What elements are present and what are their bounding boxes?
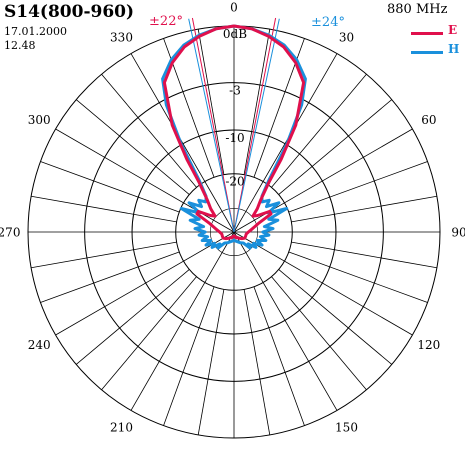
measurement-date: 17.01.2000 (4, 25, 67, 38)
series-h-curve (161, 24, 307, 250)
grid-spoke-220 (101, 276, 197, 391)
beamwidth-line-e-1 (233, 17, 277, 233)
angle-label-0: 0 (230, 1, 238, 15)
angle-label-240: 240 (28, 338, 51, 352)
grid-spoke-100 (291, 241, 437, 269)
beamwidth-line-h-1 (233, 18, 280, 233)
grid-spoke-240 (55, 231, 235, 336)
grid-spoke-190 (197, 289, 225, 435)
grid-spoke-10 (243, 29, 271, 175)
grid-spoke-320 (101, 73, 197, 188)
grid-spoke-260 (31, 241, 177, 269)
beamwidth-label-e: ±22° (149, 14, 183, 29)
legend-label-h: H (448, 42, 460, 56)
angle-label-90: 90 (451, 226, 465, 240)
grid-spoke-330 (130, 53, 235, 233)
radial-label-3: -20 (225, 175, 244, 189)
measurement-time: 12.48 (4, 39, 36, 52)
beamwidth-line-h-0 (188, 18, 235, 233)
beamwidth-label-h: ±24° (311, 15, 345, 30)
grid-spoke-170 (243, 289, 271, 435)
grid-spoke-310 (75, 99, 190, 195)
grid-spoke-150 (233, 231, 338, 411)
grid-spoke-160 (253, 286, 305, 426)
frequency-label: 880 MHz (387, 2, 448, 17)
grid-spoke-80 (291, 195, 437, 223)
grid-spoke-140 (271, 276, 367, 391)
angle-label-270: 270 (0, 226, 20, 240)
grid-spoke-30 (233, 53, 338, 233)
angle-label-120: 120 (417, 338, 440, 352)
legend-label-e: E (448, 23, 458, 37)
chart-title: S14(800-960) (4, 2, 135, 22)
angle-label-330: 330 (110, 31, 133, 45)
grid-spoke-250 (40, 251, 180, 303)
radial-label-0: 0dB (223, 27, 247, 41)
beamwidth-line-e-0 (191, 17, 235, 233)
beamwidth-markers (188, 17, 280, 233)
grid-spoke-120 (233, 231, 413, 336)
polar-grid (27, 25, 441, 439)
legend-line-e (411, 32, 443, 35)
grid-spoke-210 (130, 231, 235, 411)
grid-spoke-280 (31, 195, 177, 223)
angle-label-300: 300 (28, 113, 51, 127)
series-e-curve (162, 24, 306, 241)
radial-label-1: -3 (229, 84, 241, 98)
grid-spoke-230 (75, 269, 190, 365)
grid-spoke-110 (288, 251, 428, 303)
angle-label-30: 30 (339, 31, 354, 45)
grid-spoke-200 (163, 286, 215, 426)
grid-spoke-70 (288, 161, 428, 213)
grid-spoke-40 (271, 73, 367, 188)
radial-label-2: -10 (225, 131, 244, 145)
angle-label-150: 150 (335, 420, 358, 434)
angle-label-210: 210 (110, 420, 133, 434)
grid-spoke-130 (278, 269, 393, 365)
angle-label-60: 60 (421, 113, 436, 127)
pattern-series (161, 24, 307, 250)
grid-spoke-50 (278, 99, 393, 195)
grid-spoke-350 (197, 29, 225, 175)
grid-spoke-290 (40, 161, 180, 213)
legend-line-h (411, 51, 443, 54)
